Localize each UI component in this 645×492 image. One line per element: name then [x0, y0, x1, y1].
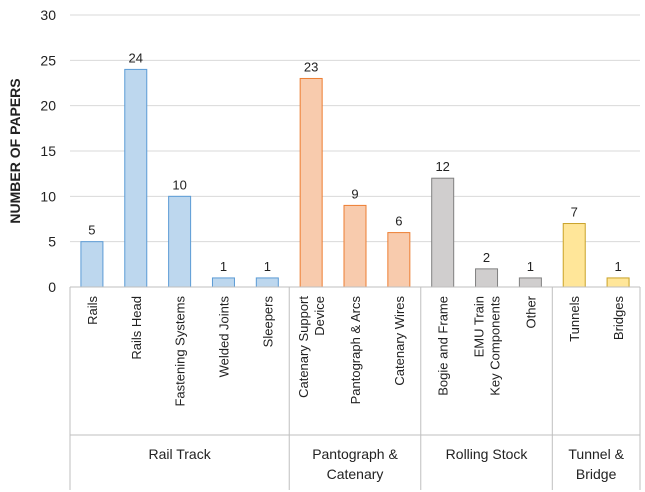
data-labels: 5 24 10 1 1 23 9 6 12 2 1 7 1: [88, 50, 621, 274]
data-label: 7: [571, 205, 578, 220]
category-label: EMU TrainKey Components: [472, 296, 503, 396]
y-tick-label: 25: [40, 52, 56, 68]
bar: [475, 268, 499, 288]
category-label: Catenary Wires: [392, 296, 407, 386]
y-axis-label: NUMBER OF PAPERS: [7, 78, 23, 223]
y-tick-label: 10: [40, 188, 56, 204]
data-label: 10: [172, 177, 186, 192]
category-label: Sleepers: [260, 296, 275, 348]
gridlines: [70, 14, 640, 243]
category-label: Tunnels: [567, 296, 582, 342]
bar: [562, 223, 586, 288]
group-label: Pantograph & Catenary: [312, 446, 398, 482]
bar: [518, 277, 542, 288]
data-label: 1: [220, 259, 227, 274]
data-label: 2: [483, 250, 490, 265]
bar: [343, 204, 367, 288]
bars: [80, 68, 630, 288]
bar: [387, 232, 411, 288]
bar: [124, 68, 148, 288]
category-label: Bridges: [611, 296, 626, 341]
group-labels: Rail Track Pantograph & Catenary Rolling St…: [148, 446, 624, 482]
group-label: Tunnel & Bridge: [568, 446, 624, 482]
data-label: 6: [395, 214, 402, 229]
category-axis: [69, 286, 641, 490]
bar: [211, 277, 235, 288]
y-tick-label: 15: [40, 143, 56, 159]
data-label: 9: [351, 186, 358, 201]
bar: [299, 77, 323, 288]
category-label: Fastening Systems: [173, 296, 188, 407]
category-label: Pantograph & Arcs: [348, 296, 363, 405]
bar: [431, 177, 455, 288]
y-tick-label: 0: [48, 279, 56, 295]
data-label: 5: [88, 223, 95, 238]
bar: [255, 277, 279, 288]
data-label: 1: [527, 259, 534, 274]
y-axis-ticks: 0 5 10 15 20 25 30: [40, 7, 56, 295]
category-label: Rails Head: [129, 296, 144, 360]
bar: [80, 241, 104, 288]
category-labels: Rails Rails Head Fastening Systems Welded J…: [85, 295, 626, 406]
data-label: 24: [129, 50, 143, 65]
group-label: Rolling Stock: [446, 446, 529, 462]
y-tick-label: 30: [40, 7, 56, 23]
bar: [606, 277, 630, 288]
category-label: Bogie and Frame: [436, 296, 451, 396]
data-label: 23: [304, 59, 318, 74]
y-tick-label: 5: [48, 234, 56, 250]
category-label: Catenary SupportDevice: [296, 296, 327, 398]
y-tick-label: 20: [40, 98, 56, 114]
category-label: Other: [523, 295, 538, 328]
data-label: 1: [264, 259, 271, 274]
category-label: Rails: [85, 296, 100, 325]
data-label: 12: [435, 159, 449, 174]
data-label: 1: [614, 259, 621, 274]
bar: [168, 195, 192, 288]
group-label: Rail Track: [148, 446, 211, 462]
category-label: Welded Joints: [216, 296, 231, 378]
